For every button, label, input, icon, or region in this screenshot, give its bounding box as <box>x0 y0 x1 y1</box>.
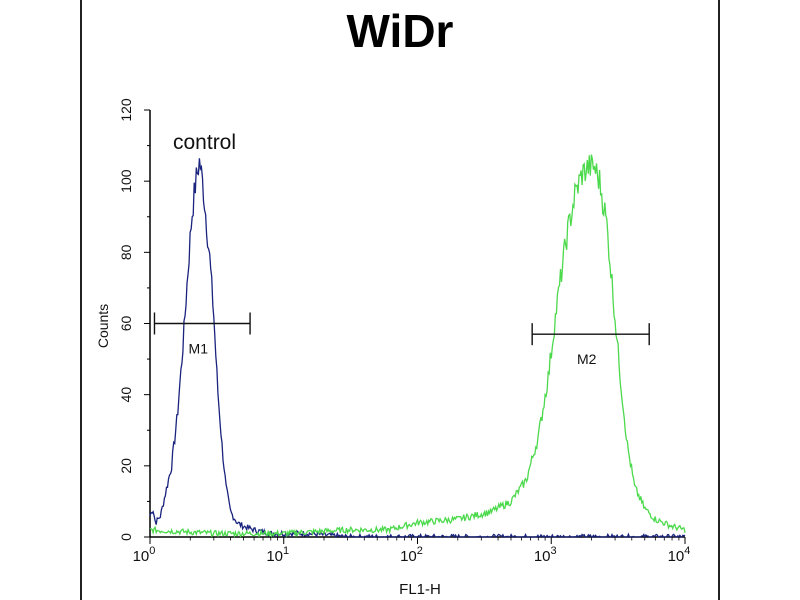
y-tick-label: 0 <box>118 533 134 541</box>
x-axis-label: FL1-H <box>399 581 441 598</box>
control-annotation: control <box>173 131 236 154</box>
x-tick-label: 104 <box>668 545 691 565</box>
series-line-sample <box>149 154 686 538</box>
y-tick-label: 100 <box>118 169 134 193</box>
x-tick-label: 101 <box>266 545 289 565</box>
gate-label-M1: M1 <box>189 341 209 357</box>
y-tick-label: 120 <box>118 98 134 122</box>
chart-title: WiDr <box>346 5 454 57</box>
axes: 0 20 40 60 80 100 120 100 101 102 103 104 <box>118 98 690 565</box>
marker-layer: M1 M2 <box>153 312 650 367</box>
x-tick-label: 100 <box>133 545 156 565</box>
series-line-control <box>149 158 686 539</box>
frame-right-border <box>718 0 720 600</box>
gate-label-M2: M2 <box>577 351 597 367</box>
y-tick-label: 80 <box>118 244 134 260</box>
y-tick-label: 20 <box>118 458 134 474</box>
y-tick-label: 60 <box>118 316 134 332</box>
x-tick-label: 103 <box>534 545 557 565</box>
y-axis-label: Counts <box>95 304 111 348</box>
x-tick-label: 102 <box>400 545 423 565</box>
frame-left-border <box>80 0 82 600</box>
y-tick-label: 40 <box>118 387 134 403</box>
series-layer <box>149 154 686 539</box>
